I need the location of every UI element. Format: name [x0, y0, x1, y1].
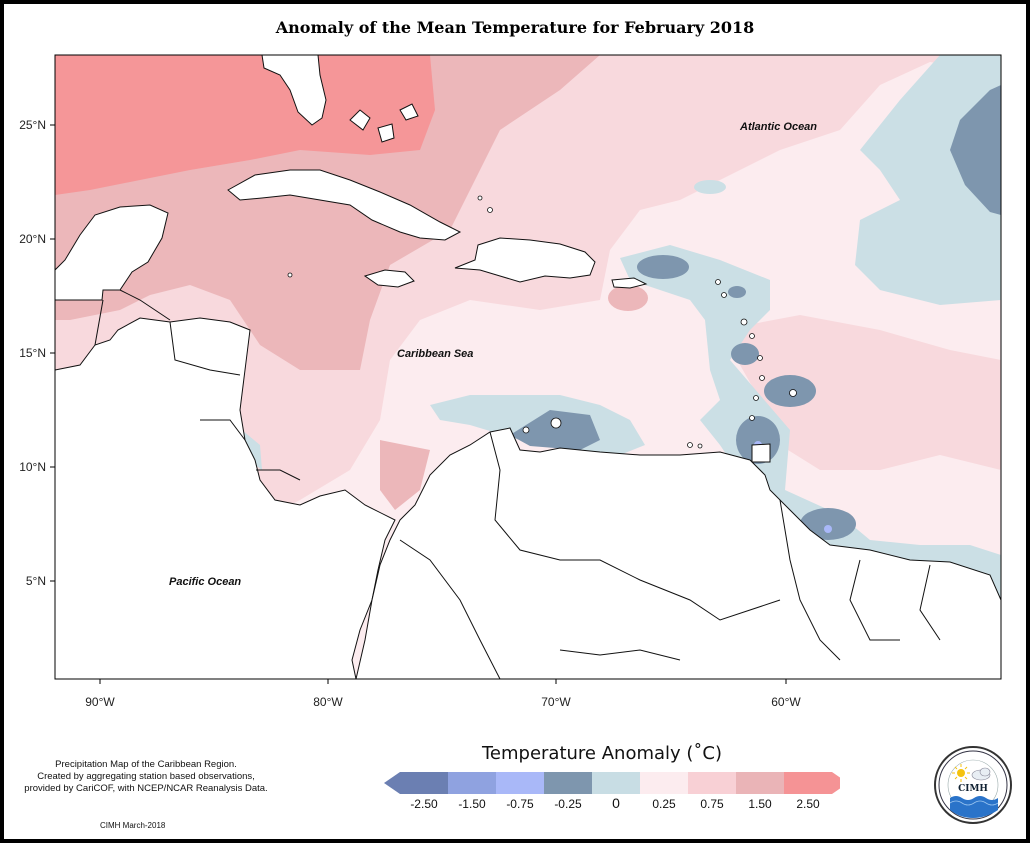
anomaly-zone-neg075-neg025-f: [510, 410, 600, 450]
anomaly-zone-neg025-0-west: [242, 430, 262, 470]
map-panel-border: [54, 54, 1002, 680]
country-borders: [94, 289, 941, 679]
lat-tick-20n: 20°N: [19, 232, 46, 246]
footnote-line: provided by CariCOF, with NCEP/NCAR Rean…: [24, 783, 268, 794]
legend-bin-0: [384, 772, 448, 794]
cimh-logo: CIMH: [934, 746, 1012, 824]
land-florida: [261, 55, 327, 126]
legend-tick-label: 0: [612, 795, 620, 811]
legend-bin-5: [640, 772, 688, 794]
legend-tick-label: 1.50: [748, 797, 772, 811]
footnote-line: Created by aggregating station based obs…: [37, 771, 255, 782]
anomaly-zone-150-250: [55, 55, 435, 195]
land-hispaniola: [454, 237, 596, 283]
cimh-logo-text: CIMH: [958, 784, 988, 794]
legend-bin-7: [736, 772, 784, 794]
lon-axis: 90°W 80°W 70°W 60°W: [85, 679, 801, 709]
legend-bin-3: [544, 772, 592, 794]
land-cuba: [227, 169, 462, 241]
lat-axis: 25°N 20°N 15°N 10°N 5°N: [19, 118, 55, 588]
sun-icon: [952, 764, 970, 782]
color-legend: -2.50 -1.50 -0.75 -0.25 0 0.25 0.75 1.50 2.50: [384, 772, 840, 811]
legend-tick-label: -2.50: [410, 797, 438, 811]
anomaly-zone-neg075-neg025-a: [637, 255, 689, 279]
land-central-america: [55, 317, 396, 679]
land-south-america: [355, 427, 1001, 679]
legend-bin-6: [688, 772, 736, 794]
cimh-logo-graphic: CIMH: [938, 750, 1008, 820]
lat-tick-10n: 10°N: [19, 460, 46, 474]
legend-tick-label: -0.25: [554, 797, 582, 811]
anomaly-zone-neg075-neg025-c: [731, 343, 759, 365]
land-puerto-rico: [611, 277, 648, 289]
map-title: Anomaly of the Mean Temperature for Febr…: [275, 18, 755, 37]
anomaly-zone-neg075-neg025-g: [800, 508, 856, 540]
legend-bin-1: [448, 772, 496, 794]
legend-ticks: -2.50 -1.50 -0.75 -0.25 0 0.25 0.75 1.50 2.50: [410, 795, 820, 811]
land-bahamas-b: [377, 123, 395, 143]
cloud-icon: [971, 767, 991, 781]
legend-bins: [384, 772, 840, 794]
label-pacific-ocean: Pacific Ocean: [169, 576, 241, 588]
anomaly-zone-neg025-0-spot: [694, 180, 726, 194]
lat-tick-15n: 15°N: [19, 346, 46, 360]
land-jamaica: [363, 269, 415, 288]
label-atlantic-ocean: Atlantic Ocean: [739, 121, 817, 133]
lat-tick-25n: 25°N: [19, 118, 46, 132]
legend-tick-label: 0.25: [652, 797, 676, 811]
land-bahamas-a: [349, 109, 371, 131]
lat-tick-5n: 5°N: [26, 574, 46, 588]
legend-tick-label: 0.75: [700, 797, 724, 811]
label-caribbean-sea: Caribbean Sea: [397, 348, 473, 360]
footnote-line: Precipitation Map of the Caribbean Regio…: [55, 759, 237, 770]
footnote: Precipitation Map of the Caribbean Regio…: [6, 759, 286, 795]
anomaly-zone-075-150-panama: [380, 440, 430, 510]
anomaly-zone-neg075-neg025-b: [728, 286, 746, 298]
land-masses: [55, 55, 1001, 679]
anomaly-field: [55, 55, 1001, 679]
land-trinidad: [751, 443, 771, 463]
lesser-antilles: [287, 195, 797, 449]
lon-tick-60w: 60°W: [771, 695, 801, 709]
anomaly-zone-neg150-spot-a: [824, 525, 832, 533]
land-yucatan: [55, 204, 169, 301]
anomaly-zone-neg075-neg025-atlantic: [950, 85, 1001, 215]
land-bahamas-c: [399, 103, 419, 121]
wave-icon: [949, 796, 999, 818]
credit-text: CIMH March-2018: [100, 821, 166, 830]
legend-tick-label: 2.50: [796, 797, 820, 811]
lon-tick-80w: 80°W: [313, 695, 343, 709]
anomaly-zone-075-150-spot: [608, 285, 648, 311]
legend-bin-4: [592, 772, 640, 794]
legend-title: Temperature Anomaly (˚C): [481, 743, 723, 764]
legend-bin-8: [784, 772, 840, 794]
lon-tick-90w: 90°W: [85, 695, 115, 709]
anomaly-zone-025-075-east: [720, 315, 1001, 470]
legend-tick-label: -1.50: [458, 797, 486, 811]
legend-bin-2: [496, 772, 544, 794]
lon-tick-70w: 70°W: [541, 695, 571, 709]
legend-tick-label: -0.75: [506, 797, 534, 811]
